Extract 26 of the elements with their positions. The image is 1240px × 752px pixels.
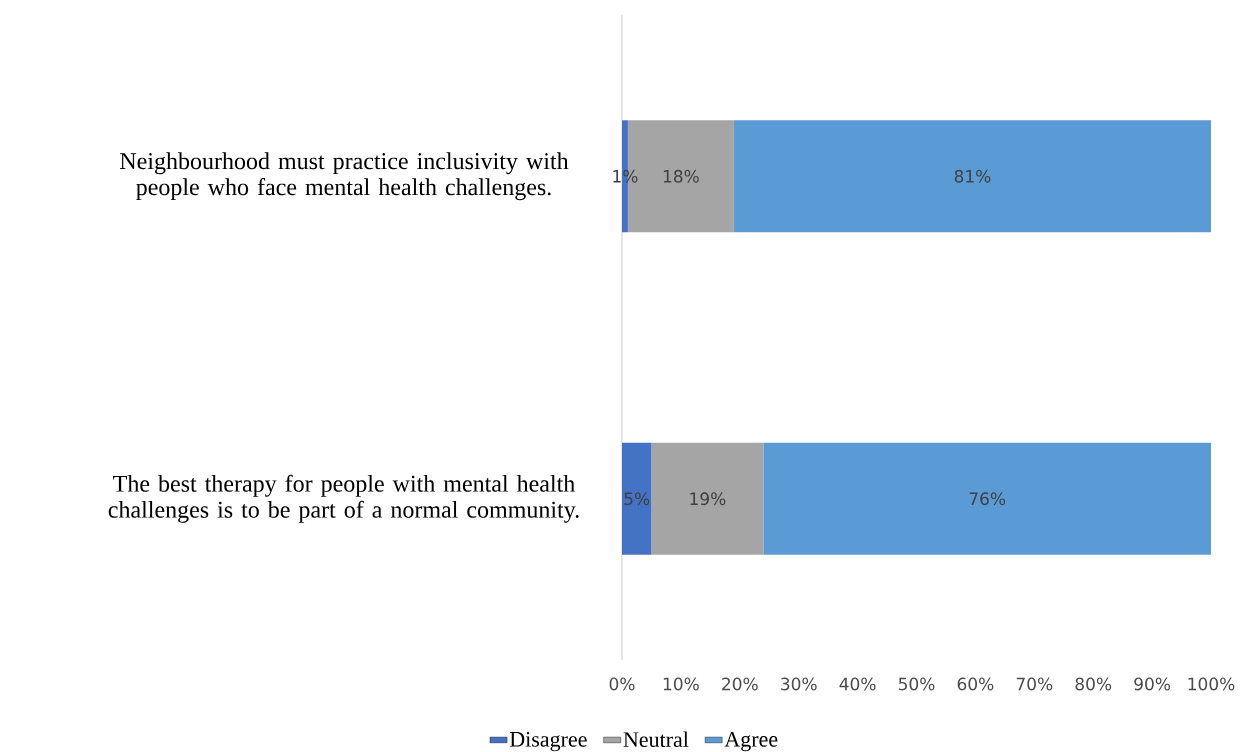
- data-label: 19%: [690, 492, 726, 505]
- legend-label: Neutral: [623, 731, 689, 747]
- data-label: 81%: [954, 169, 991, 183]
- bar: [763, 442, 1211, 555]
- x-tick-label: 60%: [957, 677, 994, 691]
- data-label: 1%: [613, 169, 638, 183]
- x-tick-label: 20%: [722, 677, 758, 691]
- x-tick-label: 0%: [609, 677, 635, 691]
- x-tick-label: 40%: [839, 677, 876, 691]
- bar: [651, 442, 764, 555]
- x-tick-label: 70%: [1016, 677, 1053, 691]
- x-tick-label: 30%: [781, 677, 817, 691]
- data-label: 5%: [624, 492, 650, 505]
- x-tick-label: 80%: [1075, 677, 1112, 691]
- x-tick-label: 50%: [898, 677, 935, 691]
- y-tick-label: The best therapy for people with mental health challenges is to be part of a normal community.: [108, 474, 579, 523]
- x-tick-label: 10%: [663, 677, 699, 691]
- legend-label: Agree: [724, 731, 778, 752]
- bar: [622, 442, 652, 555]
- y-tick-label: Neighbourhood must practice inclusivity with people who face mental health challenges.: [120, 152, 569, 200]
- x-tick-label: 100%: [1188, 677, 1235, 691]
- x-tick-label: 90%: [1134, 677, 1171, 691]
- bar: [733, 120, 1211, 233]
- data-label: 76%: [969, 492, 1006, 505]
- legend-label: Disagree: [509, 731, 587, 752]
- data-label: 18%: [663, 169, 699, 183]
